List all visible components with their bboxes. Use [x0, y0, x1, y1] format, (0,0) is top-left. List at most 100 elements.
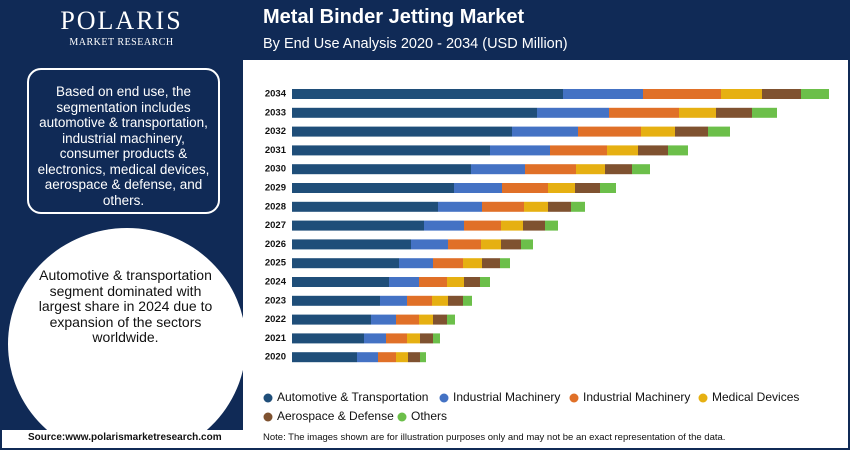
y-tick-label: 2027 — [265, 220, 286, 231]
bar-segment — [501, 239, 521, 250]
bar-segment — [432, 295, 448, 306]
bar-segment — [411, 239, 448, 250]
bar-segment — [357, 352, 378, 363]
legend-label: Aerospace & Defense — [277, 409, 394, 423]
y-tick-label: 2028 — [265, 201, 286, 212]
y-tick-label: 2032 — [265, 126, 286, 137]
bar-segment — [292, 277, 389, 287]
bar-segment — [480, 277, 490, 287]
bar-segment — [407, 333, 420, 344]
bar-segment — [501, 220, 523, 231]
legend-marker — [263, 393, 273, 403]
y-tick-label: 2020 — [265, 352, 286, 363]
bar-segment — [521, 239, 533, 250]
bar-segment — [578, 126, 641, 137]
bar-segment — [292, 107, 537, 118]
bar-segment — [292, 126, 512, 137]
y-tick-label: 2025 — [265, 258, 287, 269]
bar-segment — [292, 333, 364, 344]
bar-segment — [512, 126, 578, 137]
bar-segment — [525, 164, 576, 175]
bar-segment — [801, 89, 829, 99]
bar-segment — [752, 107, 777, 118]
bar-segment — [378, 352, 396, 363]
bar-segment — [292, 239, 411, 250]
highlight-shape — [8, 228, 243, 430]
header — [243, 0, 850, 60]
bar-segment — [420, 352, 426, 363]
y-tick-label: 2033 — [265, 107, 286, 118]
y-tick-label: 2029 — [265, 183, 286, 194]
bar-segment — [371, 314, 396, 325]
bar-segment — [762, 89, 801, 99]
note: Note: The images shown are for illustrat… — [263, 432, 726, 443]
y-tick-label: 2026 — [265, 239, 286, 250]
bar-segment — [576, 164, 605, 175]
bar-segment — [292, 220, 424, 231]
bar-segment — [679, 107, 716, 118]
bar-segment — [607, 145, 638, 156]
bar-segment — [537, 107, 609, 118]
bar-segment — [464, 220, 501, 231]
bar-segment — [523, 220, 545, 231]
bar-segment — [386, 333, 407, 344]
bar-segment — [292, 295, 380, 306]
bar-segment — [463, 295, 472, 306]
bar-segment — [292, 352, 357, 363]
chart: 2034 2033 2032 2031 2030 2029 2028 2027 2026 2025… — [263, 89, 829, 423]
bar-segment — [575, 183, 600, 193]
bar-segment — [721, 89, 762, 99]
legend-label: Industrial Machinery — [583, 390, 690, 404]
bar-segment — [481, 239, 501, 250]
bar-segment — [716, 107, 752, 118]
bar-segment — [292, 183, 454, 193]
bar-segment — [292, 89, 563, 99]
bar-segment — [548, 201, 571, 212]
y-tick-label: 2031 — [265, 145, 287, 156]
chart-subtitle: By End Use Analysis 2020 - 2034 (USD Mil… — [263, 36, 568, 52]
legend-marker — [569, 393, 579, 403]
bar-segment — [500, 258, 510, 269]
bar-segment — [408, 352, 420, 363]
bar-segment — [464, 277, 480, 287]
highlight-text: Automotive & transportation segment domi… — [38, 267, 213, 345]
bar-segment — [482, 258, 500, 269]
y-tick-label: 2034 — [265, 89, 287, 100]
y-tick-label: 2022 — [265, 314, 286, 325]
bar-segment — [433, 314, 447, 325]
bar-segment — [424, 220, 464, 231]
legend-label: Industrial Machinery — [453, 390, 560, 404]
chart-title: Metal Binder Jetting Market — [263, 6, 525, 28]
bar-segment — [433, 258, 463, 269]
bar-segment — [675, 126, 708, 137]
y-tick-label: 2030 — [265, 164, 286, 175]
intro-text: Based on end use, the segmentation inclu… — [27, 68, 220, 214]
bar-segment — [292, 145, 490, 156]
bar-segment — [502, 183, 548, 193]
bar-segment — [420, 333, 433, 344]
bar-segment — [419, 277, 447, 287]
legend-label: Automotive & Transportation — [277, 390, 428, 404]
bar-segment — [389, 277, 419, 287]
bar-segment — [482, 201, 524, 212]
bar-segment — [448, 295, 463, 306]
bar-segment — [407, 295, 432, 306]
bar-segment — [419, 314, 433, 325]
bar-segment — [471, 164, 525, 175]
bar-segment — [454, 183, 502, 193]
bar-segment — [708, 126, 730, 137]
bar-segment — [524, 201, 548, 212]
legend-label: Medical Devices — [712, 390, 799, 404]
bar-segment — [447, 314, 455, 325]
y-tick-label: 2023 — [265, 295, 286, 306]
bar-segment — [600, 183, 616, 193]
bar-segment — [609, 107, 679, 118]
bar-segment — [638, 145, 668, 156]
bar-segment — [571, 201, 585, 212]
bar-segment — [563, 89, 643, 99]
brand-tagline: MARKET RESEARCH — [69, 37, 174, 48]
bar-segment — [641, 126, 675, 137]
bar-segment — [605, 164, 632, 175]
bar-segment — [668, 145, 688, 156]
bar-segment — [399, 258, 433, 269]
